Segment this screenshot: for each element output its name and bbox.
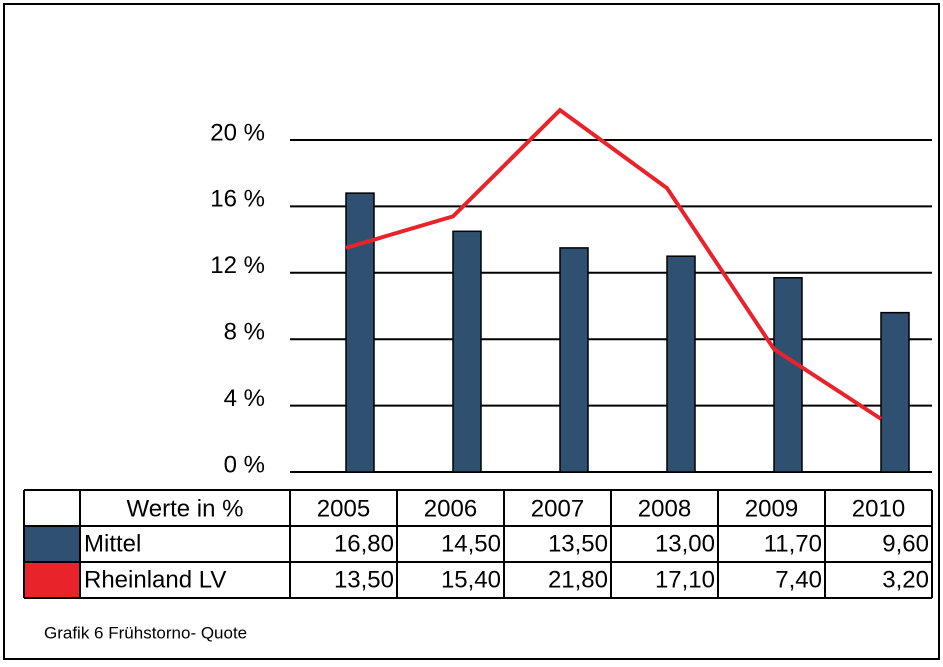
table-value: 16,80	[334, 530, 394, 557]
table-value: 15,40	[441, 566, 501, 593]
y-tick-label: 16 %	[210, 186, 265, 213]
legend-swatch	[25, 563, 79, 597]
line	[345, 107, 883, 421]
x-tick-label: 2009	[745, 495, 798, 522]
table-value: 14,50	[441, 530, 501, 557]
bar	[880, 311, 910, 473]
table-value: 21,80	[548, 566, 608, 593]
y-tick-label: 0 %	[224, 451, 265, 478]
x-tick-label: 2008	[638, 495, 691, 522]
y-tick-label: 20 %	[210, 119, 265, 146]
x-tick-label: 2006	[424, 495, 477, 522]
table-header: Werte in %	[127, 495, 244, 522]
table-value: 7,40	[775, 566, 822, 593]
table-value: 11,70	[764, 530, 822, 557]
x-tick-label: 2010	[852, 495, 905, 522]
bar	[345, 192, 375, 473]
bar	[452, 230, 482, 473]
legend-label: Mittel	[84, 530, 141, 557]
table-value: 9,60	[882, 530, 929, 557]
y-tick-label: 8 %	[224, 319, 265, 346]
bar	[666, 255, 696, 473]
y-tick-label: 4 %	[224, 385, 265, 412]
bar	[559, 247, 589, 473]
table-value: 3,20	[882, 566, 929, 593]
x-tick-label: 2005	[317, 495, 370, 522]
legend-label: Rheinland LV	[84, 566, 226, 593]
table-value: 13,50	[548, 530, 608, 557]
x-tick-label: 2007	[531, 495, 584, 522]
bar	[773, 277, 803, 473]
caption: Grafik 6 Frühstorno- Quote	[44, 623, 247, 642]
legend-swatch	[25, 527, 79, 561]
table-value: 17,10	[655, 566, 715, 593]
table-value: 13,50	[334, 566, 394, 593]
y-tick-label: 12 %	[210, 252, 265, 279]
table-value: 13,00	[655, 530, 715, 557]
